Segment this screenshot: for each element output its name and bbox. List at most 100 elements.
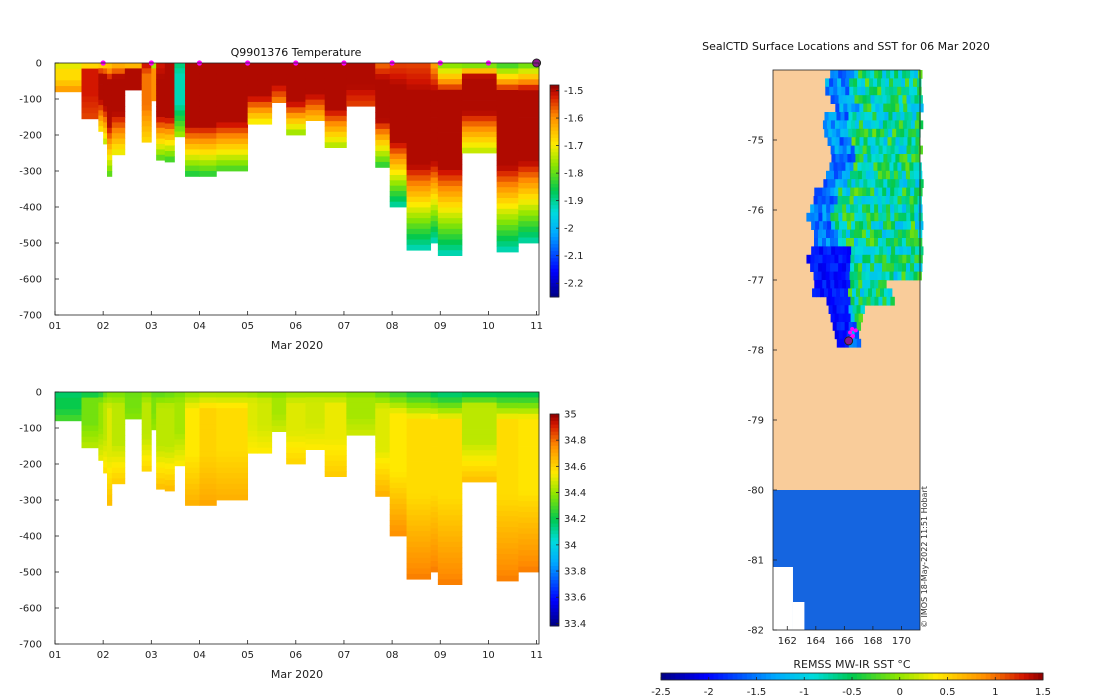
profile-cell bbox=[496, 181, 519, 188]
sst-cell bbox=[862, 145, 867, 155]
sst-cell bbox=[861, 162, 866, 172]
profile-cell bbox=[141, 460, 152, 467]
profile-cell bbox=[518, 517, 540, 524]
sst-cell bbox=[906, 145, 911, 155]
sst-cell bbox=[897, 196, 902, 205]
sst-cell bbox=[836, 288, 841, 298]
profile-cell bbox=[375, 84, 391, 91]
profile-cell bbox=[437, 250, 463, 256]
sst-cell bbox=[813, 271, 818, 281]
profile-cell bbox=[430, 193, 439, 200]
profile-cell bbox=[461, 68, 498, 74]
profile-cell bbox=[111, 440, 126, 447]
profile-cell bbox=[156, 467, 166, 474]
profile-cell bbox=[185, 79, 200, 85]
profile-cell bbox=[151, 419, 157, 425]
profile-cell bbox=[185, 392, 200, 398]
profile-cell bbox=[437, 525, 463, 532]
sst-cell bbox=[910, 254, 915, 264]
profile-cell bbox=[271, 425, 287, 432]
sst-cell bbox=[850, 145, 855, 155]
profile-cell bbox=[164, 419, 175, 426]
profile-cell bbox=[247, 419, 258, 426]
colorbar-segment bbox=[550, 481, 559, 486]
sst-cell bbox=[879, 246, 884, 256]
profile-cell bbox=[185, 165, 200, 172]
sst-cell bbox=[854, 212, 859, 222]
temperature-x-ticks: 01 02 03 04 05 06 07 08 09 10 11 bbox=[49, 311, 543, 332]
last-position-marker bbox=[844, 336, 854, 346]
sst-cell bbox=[862, 263, 867, 272]
profile-cell bbox=[406, 504, 432, 511]
sst-cell bbox=[841, 170, 847, 180]
sst-cell bbox=[856, 322, 862, 331]
profile-cell bbox=[375, 479, 391, 486]
profile-cell bbox=[389, 429, 407, 436]
profile-cell bbox=[346, 402, 376, 409]
profile-cell bbox=[430, 457, 439, 464]
profile-cell bbox=[305, 423, 326, 430]
profile-cell bbox=[185, 133, 200, 139]
profile-cell bbox=[216, 111, 249, 118]
profile-cell bbox=[103, 424, 108, 431]
sst-cell bbox=[858, 254, 863, 264]
sst-cell bbox=[903, 179, 908, 188]
profile-cell bbox=[98, 110, 104, 117]
profile-cell bbox=[430, 452, 439, 458]
profile-cell bbox=[461, 402, 498, 409]
sst-cell bbox=[862, 204, 867, 214]
sst-cell bbox=[889, 229, 895, 239]
profile-cell bbox=[406, 127, 432, 133]
sst-cell bbox=[866, 263, 871, 272]
temperature-sections bbox=[55, 63, 540, 256]
sst-cell bbox=[871, 246, 876, 256]
profile-cell bbox=[389, 424, 407, 430]
profile-cell bbox=[141, 105, 152, 111]
sst-cell bbox=[850, 95, 855, 104]
map-title: SealCTD Surface Locations and SST for 06… bbox=[702, 40, 990, 53]
sst-cell bbox=[877, 238, 883, 247]
profile-cell bbox=[151, 408, 157, 414]
sst-cell bbox=[825, 196, 830, 205]
sst-cell bbox=[895, 137, 900, 146]
profile-cell bbox=[496, 154, 519, 161]
profile-cell bbox=[257, 113, 273, 120]
sst-cell bbox=[876, 128, 881, 138]
colorbar-segment bbox=[550, 201, 559, 206]
profile-cell bbox=[257, 392, 273, 398]
profile-cell bbox=[98, 99, 104, 106]
colorbar-segment bbox=[550, 615, 559, 620]
sst-cell bbox=[834, 120, 840, 130]
profile-cell bbox=[216, 160, 249, 166]
sst-colorbar-tick-label: -1 bbox=[799, 687, 809, 698]
profile-cell bbox=[111, 467, 126, 474]
profile-cell bbox=[286, 458, 306, 465]
sst-cell bbox=[829, 86, 834, 96]
map-y-tick-label: -79 bbox=[748, 416, 764, 427]
sst-cell bbox=[834, 313, 839, 323]
sst-cell bbox=[853, 196, 858, 205]
sst-cell bbox=[870, 280, 875, 289]
colorbar-segment bbox=[550, 558, 559, 563]
profile-cell bbox=[375, 392, 391, 398]
profile-cell bbox=[199, 397, 217, 404]
colorbar-segment bbox=[550, 116, 559, 121]
profile-cell bbox=[98, 439, 104, 446]
sst-cell bbox=[814, 263, 819, 272]
profile-cell bbox=[156, 63, 166, 69]
sst-cell bbox=[862, 280, 867, 289]
profile-cell bbox=[518, 101, 540, 108]
sst-cell bbox=[818, 263, 823, 272]
profile-cell bbox=[406, 498, 432, 505]
sst-cell bbox=[908, 112, 913, 121]
profile-cell bbox=[141, 115, 152, 122]
sst-cell bbox=[850, 187, 855, 197]
sst-cell bbox=[836, 338, 842, 348]
sst-cell bbox=[857, 78, 862, 88]
profile-cell bbox=[199, 68, 217, 75]
sst-cell bbox=[873, 196, 878, 205]
x-tick-label: 03 bbox=[145, 650, 158, 661]
profile-cell bbox=[55, 68, 82, 75]
sst-cell bbox=[890, 254, 895, 264]
sst-colorbar-segment bbox=[718, 673, 724, 680]
